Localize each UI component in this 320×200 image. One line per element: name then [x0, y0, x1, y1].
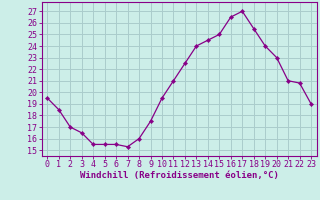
X-axis label: Windchill (Refroidissement éolien,°C): Windchill (Refroidissement éolien,°C) — [80, 171, 279, 180]
